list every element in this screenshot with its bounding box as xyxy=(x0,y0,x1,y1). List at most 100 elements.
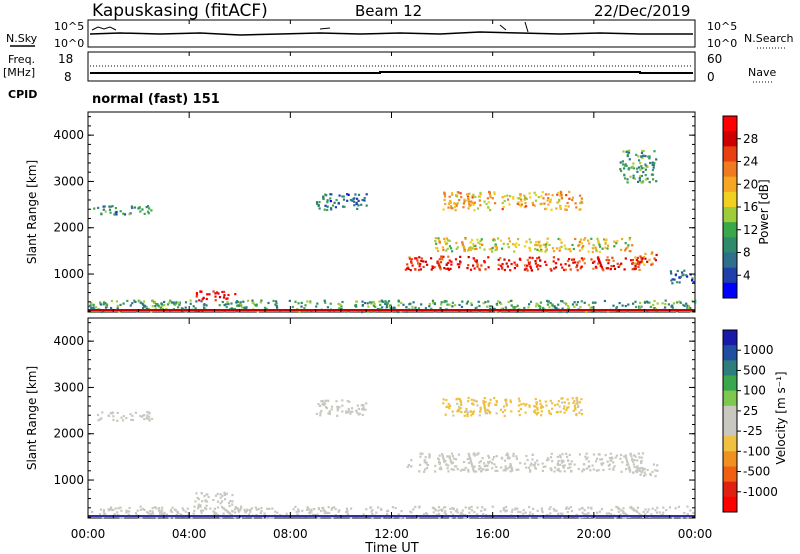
echo-cell xyxy=(536,264,540,267)
echo-cell xyxy=(486,468,489,471)
echo-cell xyxy=(528,262,531,265)
echo-cell xyxy=(563,470,566,473)
echo-cell xyxy=(560,300,563,303)
echo-cell xyxy=(362,404,365,407)
echo-cell xyxy=(177,301,180,304)
echo-cell xyxy=(199,505,202,508)
echo-cell xyxy=(499,510,502,513)
echo-cell xyxy=(560,241,563,244)
echo-cell xyxy=(641,469,644,472)
echo-cell xyxy=(493,463,496,466)
echo-cell xyxy=(451,507,454,510)
echo-cell xyxy=(606,256,609,259)
echo-cell xyxy=(329,200,332,203)
echo-cell xyxy=(480,469,483,472)
echo-cell xyxy=(205,304,208,307)
echo-cell xyxy=(440,468,443,471)
echo-cell xyxy=(586,456,589,459)
echo-cell xyxy=(393,306,396,309)
echo-cell xyxy=(251,299,254,302)
echo-cell xyxy=(445,263,448,266)
echo-cell xyxy=(518,414,521,417)
echo-cell xyxy=(655,158,658,161)
echo-cell xyxy=(557,469,561,472)
echo-cell xyxy=(355,409,358,412)
echo-cell xyxy=(572,409,575,412)
velocity-panel xyxy=(87,317,696,519)
echo-cell xyxy=(616,240,619,243)
echo-cell xyxy=(573,463,576,466)
echo-cell xyxy=(487,461,490,464)
echo-cell xyxy=(526,269,529,272)
echo-cell xyxy=(642,467,645,470)
echo-cell xyxy=(481,506,484,509)
echo-cell xyxy=(101,516,105,519)
echo-cell xyxy=(321,403,324,406)
echo-cell xyxy=(467,396,470,399)
echo-cell xyxy=(509,195,512,198)
echo-cell xyxy=(467,452,470,455)
echo-cell xyxy=(361,304,364,307)
echo-cell xyxy=(220,505,224,509)
echo-cell xyxy=(138,206,141,209)
echo-cell xyxy=(160,303,163,306)
echo-cell xyxy=(502,509,505,512)
echo-cell xyxy=(419,263,422,266)
echo-cell xyxy=(604,454,607,457)
echo-cell xyxy=(174,509,178,512)
echo-cell xyxy=(268,516,271,519)
echo-cell xyxy=(511,508,514,511)
echo-cell xyxy=(444,202,447,206)
echo-cell xyxy=(490,305,493,308)
echo-cell xyxy=(450,191,454,195)
echo-cell xyxy=(177,306,180,309)
echo-cell xyxy=(484,268,487,271)
echo-cell xyxy=(507,301,510,304)
echo-cell xyxy=(466,468,470,471)
echo-cell xyxy=(203,495,206,498)
echo-cell xyxy=(580,300,583,303)
echo-cell xyxy=(540,516,543,519)
echo-cell xyxy=(138,516,141,519)
echo-cell xyxy=(197,505,200,508)
echo-cell xyxy=(233,508,237,511)
echo-cell xyxy=(194,500,197,503)
echo-cell xyxy=(576,264,579,267)
echo-cell xyxy=(577,405,580,408)
echo-cell xyxy=(665,509,668,512)
echo-cell xyxy=(498,301,502,304)
echo-cell xyxy=(313,508,316,511)
colorbar-swatch xyxy=(723,267,737,284)
echo-cell xyxy=(626,178,629,181)
echo-cell xyxy=(604,246,607,249)
echo-cell xyxy=(397,304,400,307)
echo-cell xyxy=(580,413,584,416)
echo-cell xyxy=(574,406,577,410)
echo-cell xyxy=(105,303,108,306)
echo-cell xyxy=(553,509,556,512)
echo-cell xyxy=(613,240,616,243)
echo-cell xyxy=(154,301,157,305)
echo-cell xyxy=(351,407,354,410)
echo-cell xyxy=(504,467,507,470)
echo-cell xyxy=(542,465,545,468)
echo-cell xyxy=(334,206,337,209)
echo-cell xyxy=(468,511,471,514)
echo-cell xyxy=(534,247,537,251)
colorbar-swatch xyxy=(723,282,737,299)
echo-cell xyxy=(90,310,93,313)
echo-cell xyxy=(245,306,248,309)
echo-cell xyxy=(412,301,415,304)
echo-cell xyxy=(460,411,463,414)
echo-cell xyxy=(605,267,608,270)
echo-cell xyxy=(674,507,677,510)
echo-cell xyxy=(516,304,519,307)
echo-cell xyxy=(187,512,190,515)
echo-cell xyxy=(676,269,679,273)
echo-cell xyxy=(340,305,343,308)
echo-cell xyxy=(613,267,617,270)
echo-cell xyxy=(503,459,507,462)
echo-cell xyxy=(104,302,107,305)
echo-cell xyxy=(117,507,120,510)
echo-cell xyxy=(134,411,137,414)
